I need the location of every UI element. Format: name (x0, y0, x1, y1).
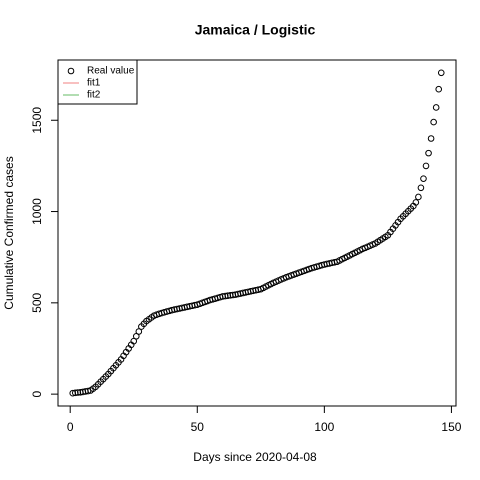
y-tick-label: 1000 (30, 198, 44, 225)
point (427, 135, 435, 142)
y-tick-label: 1500 (30, 107, 44, 134)
legend-symbol (67, 67, 75, 75)
point (432, 104, 440, 111)
point (422, 162, 430, 170)
point (415, 193, 422, 201)
point (437, 69, 445, 77)
chart-title: Jamaica / Logistic (195, 22, 316, 38)
legend-label: Real value (87, 66, 135, 77)
point (430, 118, 437, 126)
x-tick-label: 50 (191, 420, 205, 434)
x-tick-label: 100 (314, 420, 334, 434)
point (135, 328, 143, 335)
point (412, 199, 420, 206)
x-axis-label: Days since 2020-04-08 (193, 450, 317, 464)
point (425, 149, 432, 157)
x-tick-label: 0 (67, 420, 74, 434)
point (435, 85, 443, 93)
y-axis-label: Cumulative Confirmed cases (2, 156, 16, 309)
x-tick-label: 150 (441, 420, 461, 434)
legend-label: fit2 (87, 90, 101, 101)
y-tick-label: 0 (30, 390, 44, 397)
point (130, 337, 138, 345)
point (417, 184, 425, 192)
y-tick-label: 500 (30, 293, 44, 313)
legend-box (57, 59, 138, 105)
legend-label: fit1 (87, 78, 101, 89)
plot-box (57, 59, 457, 407)
point (420, 175, 427, 182)
